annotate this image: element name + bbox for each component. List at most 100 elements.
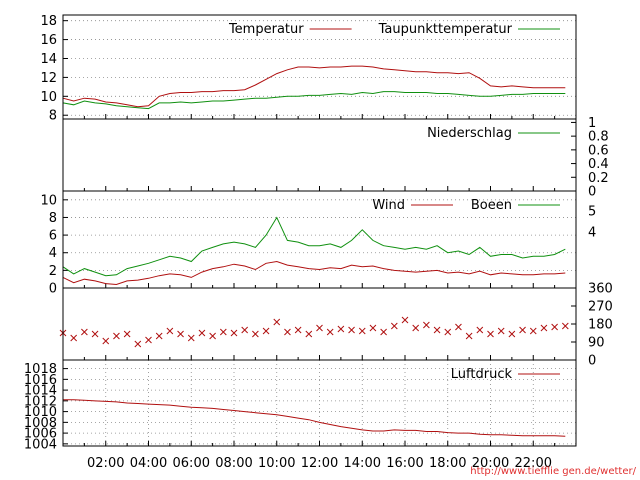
- data-point: [241, 326, 249, 334]
- y-tick-label: 1006: [24, 427, 57, 442]
- panel-3: 0 90 180 270 360: [59, 282, 613, 369]
- data-point: [273, 318, 281, 326]
- y-tick-label: 270: [588, 300, 613, 315]
- x-tick-label: 02:00: [87, 456, 124, 471]
- data-point: [102, 337, 110, 345]
- y-tick-label: 10: [40, 90, 57, 105]
- y-tick-label: 6: [49, 229, 57, 244]
- data-point: [230, 329, 238, 337]
- y-tick-label: 18: [40, 14, 57, 29]
- data-point: [561, 322, 569, 330]
- data-point: [444, 328, 452, 336]
- y-tick-label: 1004: [24, 437, 57, 452]
- data-point: [187, 334, 195, 342]
- data-point: [81, 328, 88, 336]
- x-tick-label: 08:00: [215, 456, 252, 471]
- data-point: [519, 326, 526, 334]
- y-tick-label: 1: [588, 116, 596, 131]
- y-tick-label: 0: [49, 282, 57, 297]
- y-tick-label: 1012: [24, 394, 57, 409]
- y-tick-label: 4: [49, 246, 57, 261]
- data-point: [305, 330, 313, 338]
- data-point: [316, 324, 323, 332]
- y-tick-label: 1008: [24, 416, 57, 431]
- series-line-0: [62, 65, 566, 108]
- data-point: [262, 327, 270, 335]
- data-point: [145, 336, 152, 344]
- data-point: [390, 322, 398, 330]
- data-point: [465, 332, 473, 340]
- x-tick-label: 16:00: [386, 456, 423, 471]
- data-point: [540, 324, 548, 332]
- data-point: [91, 330, 99, 338]
- x-tick-label: 14:00: [344, 456, 381, 471]
- y-tick-label: 8: [49, 211, 57, 226]
- x-tick-label: 06:00: [173, 456, 210, 471]
- y-tick-label: 0: [588, 354, 596, 369]
- y-tick-label: 12: [40, 71, 57, 86]
- legend-label: Niederschlag: [427, 126, 512, 141]
- y-tick-label-right: 5: [588, 205, 596, 220]
- y-tick-label: 10: [40, 193, 57, 208]
- data-point: [198, 329, 206, 337]
- x-tick-label: 10:00: [258, 456, 295, 471]
- data-point: [294, 326, 302, 334]
- y-tick-label: 0: [588, 185, 596, 200]
- data-point: [337, 325, 345, 333]
- y-tick-label: 360: [588, 282, 613, 297]
- series-line-0: [63, 399, 566, 437]
- y-tick-label: 0.6: [588, 143, 609, 158]
- footer-url[interactable]: http://www.tiefflie gen.de/wetter/: [470, 466, 636, 477]
- y-tick-label: 14: [40, 52, 57, 67]
- data-point: [423, 321, 430, 329]
- data-point: [358, 327, 366, 335]
- data-point: [252, 330, 259, 338]
- data-point: [219, 328, 227, 336]
- data-point: [508, 330, 516, 338]
- y-tick-label: 1016: [24, 373, 57, 388]
- data-point: [476, 326, 484, 334]
- series-line-0: [62, 260, 566, 286]
- panel-0: 8 10 12 14 16 18 Taupunkttemperatur Temperatur: [40, 14, 577, 124]
- data-point: [209, 332, 216, 340]
- x-tick-label: 12:00: [301, 456, 338, 471]
- data-point: [551, 323, 558, 331]
- y-tick-label: 180: [588, 318, 613, 333]
- data-point: [401, 316, 409, 324]
- legend-label: Luftdruck: [451, 367, 513, 382]
- data-point: [166, 327, 174, 335]
- data-point: [380, 328, 387, 336]
- data-point: [155, 332, 163, 340]
- y-tick-label: 1014: [24, 384, 57, 399]
- x-tick-label: 20:00: [472, 456, 509, 471]
- data-point: [348, 326, 355, 334]
- data-point: [487, 330, 494, 338]
- data-point: [369, 324, 377, 332]
- data-point: [284, 328, 291, 336]
- y-tick-label: 1018: [24, 362, 57, 377]
- data-point: [123, 330, 131, 338]
- data-point: [529, 327, 537, 335]
- panel-frame: [62, 359, 577, 447]
- y-tick-label: 8: [49, 109, 57, 124]
- data-point: [326, 328, 334, 336]
- series-line-1: [62, 216, 566, 277]
- y-tick-label: 1010: [24, 405, 57, 420]
- legend-label: Temperatur: [228, 22, 304, 37]
- data-point: [497, 327, 505, 335]
- y-tick-label: 0.4: [588, 157, 609, 172]
- data-point: [412, 324, 420, 332]
- x-tick-label: 22:00: [515, 456, 552, 471]
- data-point: [70, 334, 78, 342]
- legend-label: Taupunkttemperatur: [378, 22, 513, 37]
- y-tick-label: 2: [49, 264, 57, 279]
- series-line-1: [62, 91, 566, 110]
- data-point: [455, 323, 462, 331]
- y-tick-label: 90: [588, 336, 605, 351]
- x-tick-label: 04:00: [130, 456, 167, 471]
- legend-label: Wind: [372, 198, 405, 213]
- y-tick-label: 0.8: [588, 130, 609, 145]
